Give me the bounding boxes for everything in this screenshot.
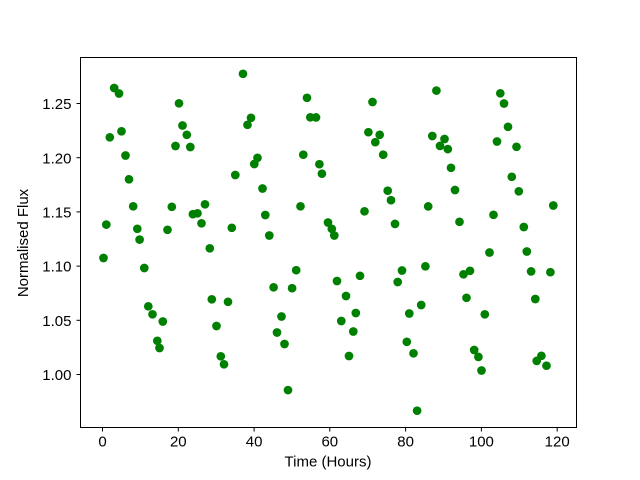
svg-text:1.05: 1.05 <box>42 313 71 330</box>
svg-text:40: 40 <box>246 434 263 451</box>
svg-text:1.25: 1.25 <box>42 96 71 113</box>
svg-text:80: 80 <box>397 434 414 451</box>
svg-text:120: 120 <box>545 434 570 451</box>
svg-text:Time (Hours): Time (Hours) <box>285 454 372 471</box>
svg-text:20: 20 <box>170 434 187 451</box>
svg-text:1.15: 1.15 <box>42 204 71 221</box>
svg-text:60: 60 <box>321 434 338 451</box>
svg-text:1.10: 1.10 <box>42 259 71 276</box>
svg-text:100: 100 <box>469 434 494 451</box>
svg-text:0: 0 <box>98 434 106 451</box>
svg-text:1.00: 1.00 <box>42 367 71 384</box>
svg-text:Normalised Flux: Normalised Flux <box>15 188 32 297</box>
svg-text:1.20: 1.20 <box>42 150 71 167</box>
